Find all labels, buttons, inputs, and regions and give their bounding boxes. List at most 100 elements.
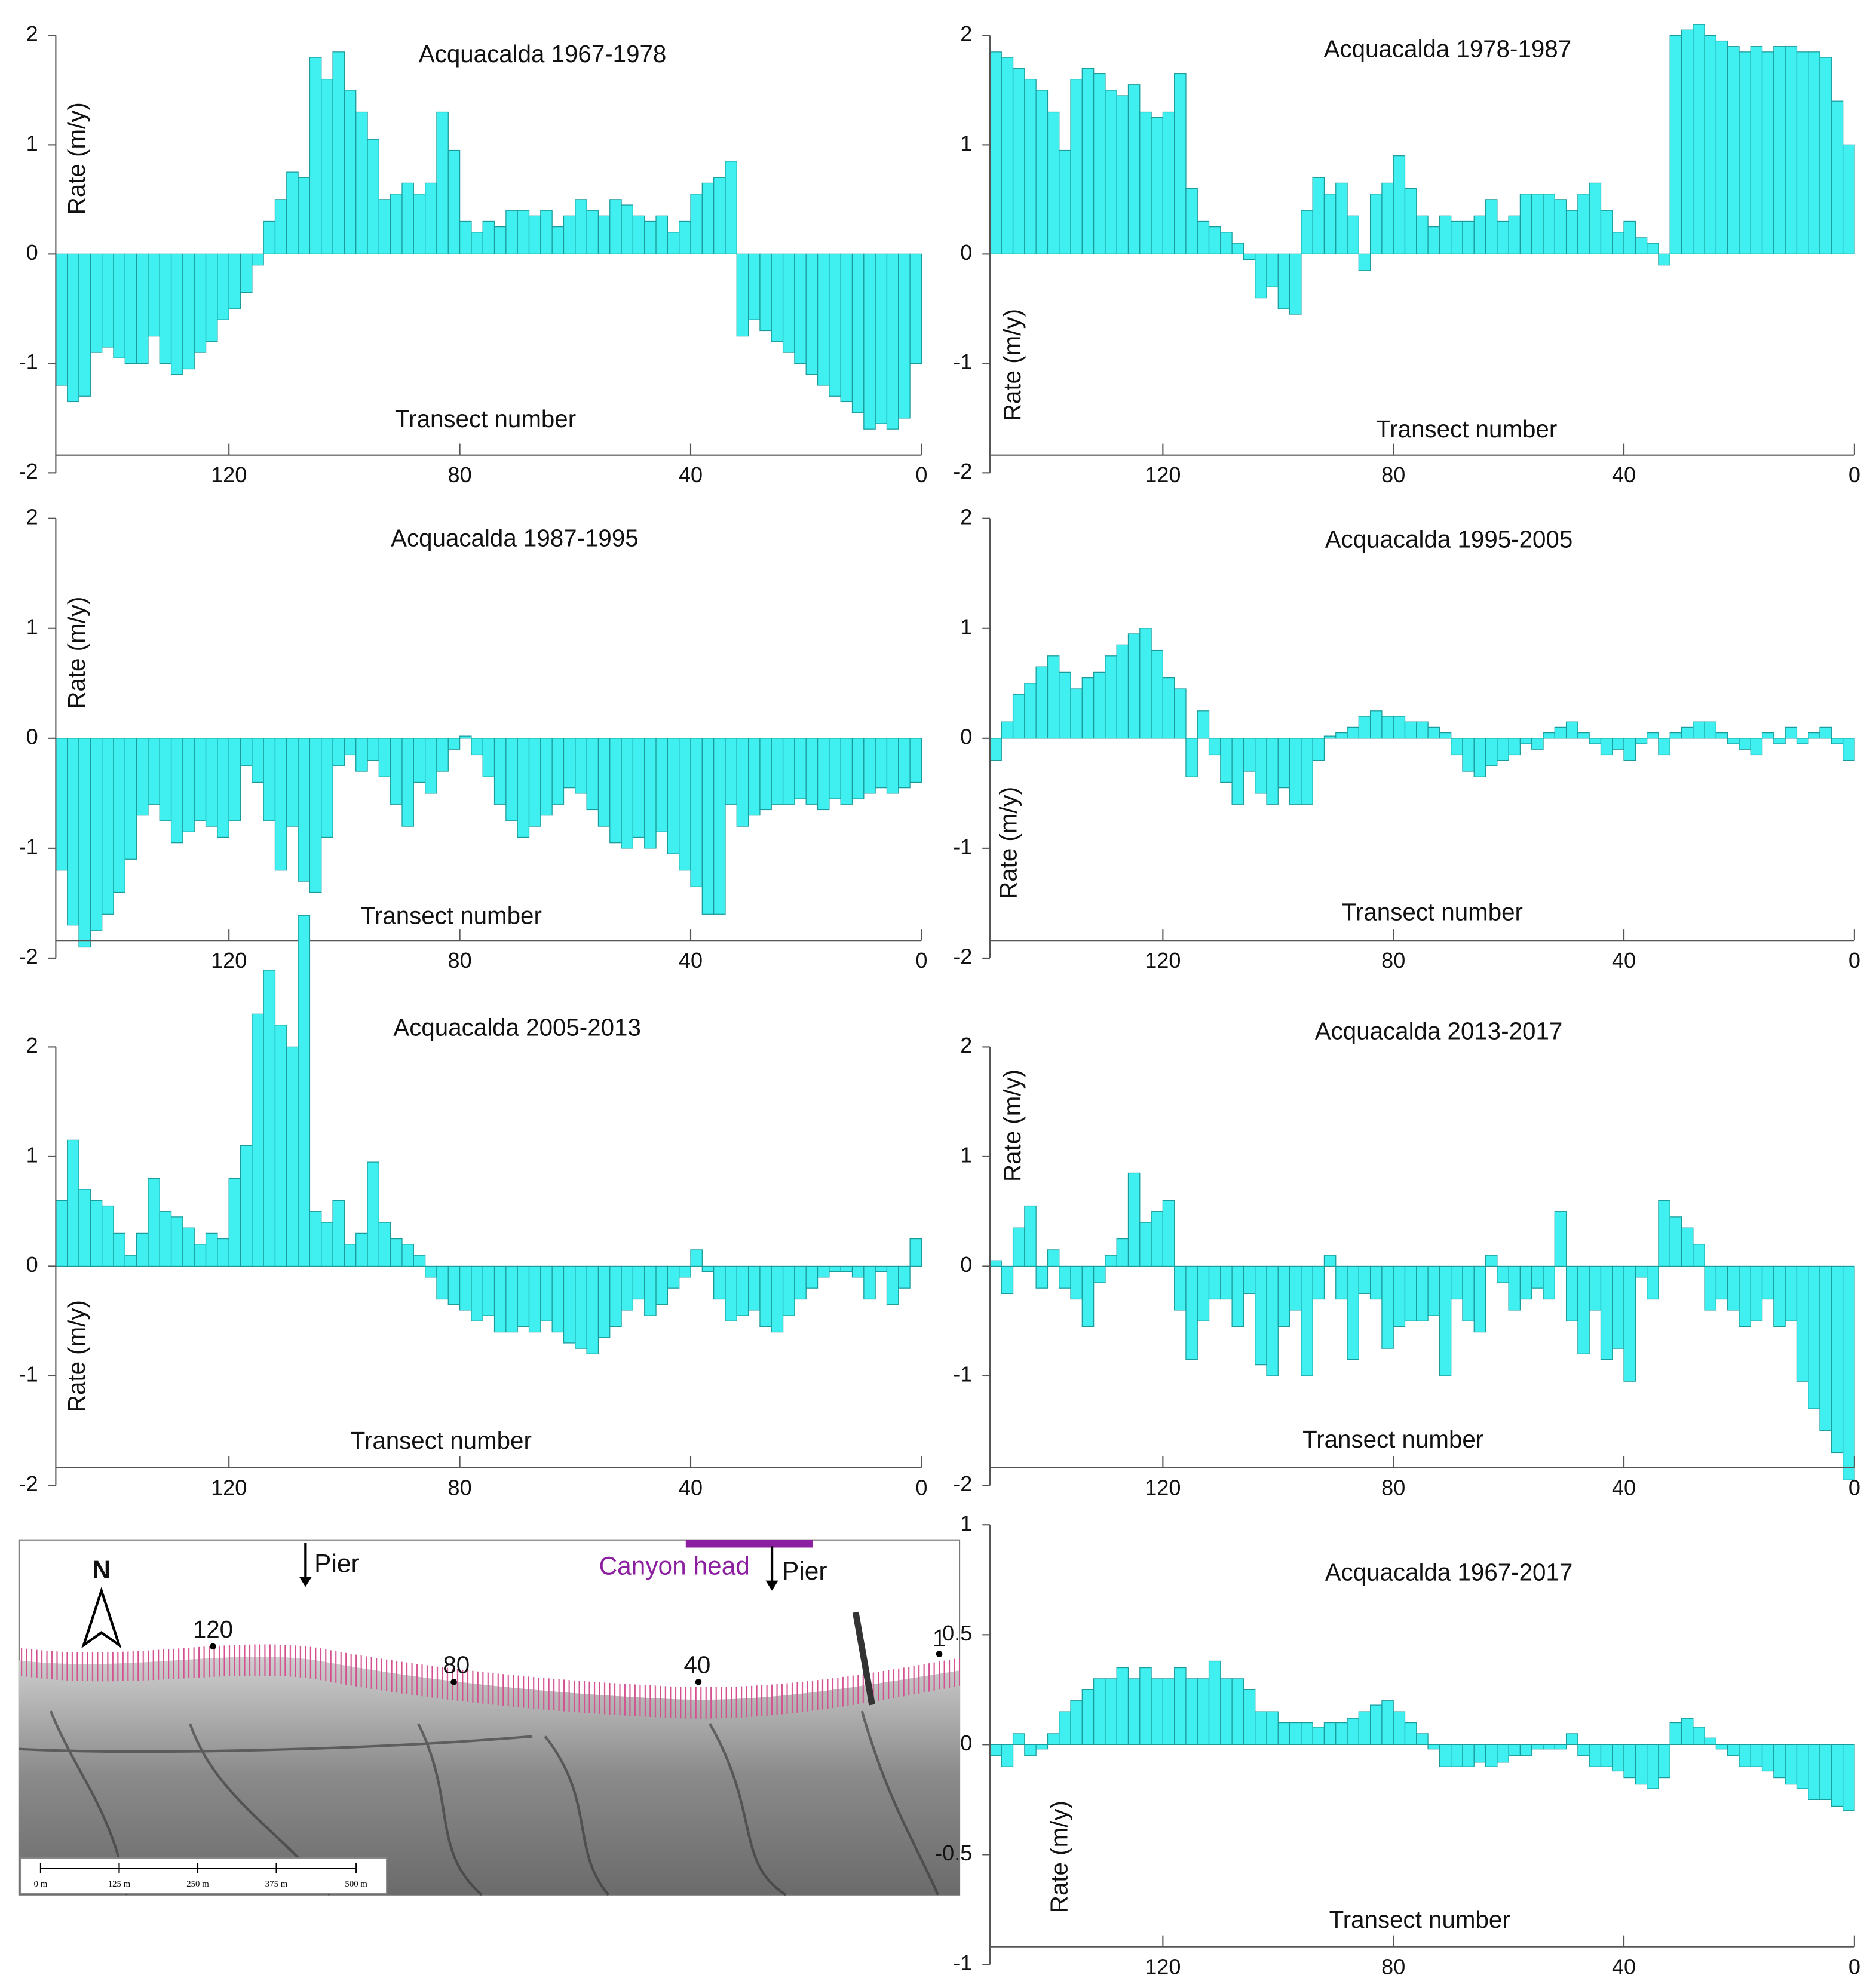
bar [1543, 732, 1555, 739]
bar [1127, 84, 1141, 255]
bar [1162, 1200, 1175, 1267]
bar [1139, 111, 1152, 255]
bar [1151, 117, 1164, 255]
bar [667, 738, 680, 854]
bar [575, 738, 587, 794]
bar [1842, 1265, 1855, 1480]
bar [1231, 1265, 1244, 1327]
bar [1462, 220, 1475, 255]
chart: -2 -1 0 1 2 120 80 40 0 Acquacalda 1978-1987 Trans… [953, 22, 1860, 487]
bar [667, 232, 680, 255]
y-tick-label: -1 [953, 834, 972, 858]
bar [679, 220, 691, 255]
bar [1750, 1265, 1763, 1321]
bar [309, 1211, 322, 1267]
bar [1012, 1733, 1025, 1745]
bar [240, 253, 253, 293]
bar [1035, 90, 1049, 255]
bar [1761, 732, 1774, 739]
bar [1404, 1722, 1417, 1745]
bar [1485, 1255, 1498, 1267]
bar [1647, 1265, 1659, 1300]
bar [1715, 1744, 1728, 1750]
bar [1174, 1667, 1187, 1745]
bar [1404, 721, 1417, 739]
bar [217, 253, 229, 320]
bar [1612, 232, 1624, 255]
bar [1647, 243, 1659, 255]
x-tick-label: 0 [1849, 1954, 1860, 1979]
y-tick-label: 0 [960, 240, 972, 265]
bar [1693, 24, 1705, 255]
bar [471, 232, 483, 255]
bar [1301, 210, 1313, 255]
bar [1312, 1265, 1325, 1300]
bar [1243, 1265, 1256, 1294]
scale-label: 125 m [108, 1879, 131, 1889]
bar [886, 738, 899, 794]
bar [1739, 738, 1751, 750]
bar [586, 210, 599, 255]
chart: -2 -1 0 1 2 120 80 40 0 Acquacalda 1967-1978 Trans… [19, 22, 928, 487]
y-tick-label: 1 [960, 131, 972, 155]
bar [182, 1227, 195, 1267]
bar [1312, 738, 1325, 761]
bar [1059, 1711, 1071, 1745]
bar [90, 253, 103, 353]
bar [551, 1265, 565, 1333]
bar [1693, 1727, 1705, 1745]
bar [1393, 716, 1406, 739]
bar [851, 253, 865, 413]
bar [1093, 73, 1106, 255]
x-axis-label: Transect number [1329, 1906, 1510, 1933]
bar [298, 738, 311, 882]
bar [1059, 671, 1071, 739]
bar [205, 738, 218, 827]
bar [609, 1265, 622, 1327]
transect-dot [936, 1651, 943, 1657]
bar [1289, 1722, 1302, 1745]
bar [67, 738, 79, 926]
bar [425, 1265, 437, 1278]
bar [655, 1265, 669, 1305]
north-arrow [81, 1586, 122, 1649]
bar [1024, 1744, 1037, 1756]
bar [274, 199, 287, 255]
x-tick-label: 40 [1612, 948, 1636, 973]
bar [1001, 1265, 1014, 1294]
bar [1750, 738, 1763, 756]
bar [575, 199, 587, 255]
bar [1658, 1744, 1670, 1779]
bar [367, 139, 379, 255]
bar [124, 253, 137, 364]
bar [1231, 1678, 1244, 1745]
bar [1715, 1265, 1728, 1300]
bar [517, 1265, 530, 1327]
y-tick-label: 2 [26, 22, 38, 46]
bar [1831, 738, 1844, 744]
bar [1796, 1265, 1809, 1382]
bar [1255, 1711, 1267, 1745]
bar [78, 738, 91, 948]
north-label: N [92, 1556, 111, 1584]
bar [747, 738, 761, 816]
bar [1427, 1744, 1440, 1750]
bar [551, 738, 565, 805]
bar [1647, 1744, 1659, 1789]
y-tick-label: -2 [19, 1471, 38, 1496]
y-tick-label: -2 [19, 944, 38, 968]
x-tick-label: 40 [679, 1475, 703, 1500]
bar [482, 738, 495, 777]
bar [597, 738, 611, 827]
bar [1081, 1265, 1095, 1327]
bar [447, 1265, 461, 1305]
y-axis-label: Rate (m/y) [995, 787, 1022, 899]
bar [1497, 220, 1509, 255]
bar [321, 738, 333, 838]
bar [1635, 738, 1648, 744]
bar [1220, 1678, 1233, 1745]
bar [713, 1265, 726, 1300]
bar [1473, 215, 1486, 255]
bar [1381, 1700, 1394, 1745]
bar [482, 1265, 495, 1316]
